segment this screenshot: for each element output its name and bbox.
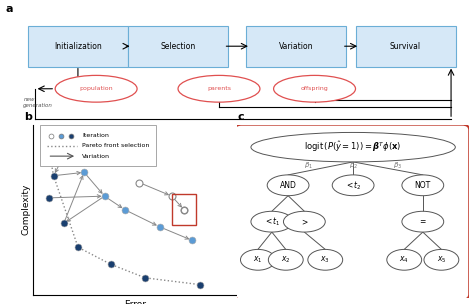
X-axis label: Error: Error: [124, 300, 146, 304]
Ellipse shape: [251, 133, 456, 162]
Text: c: c: [237, 112, 244, 122]
Text: Survival: Survival: [390, 42, 421, 51]
Ellipse shape: [267, 175, 309, 196]
FancyBboxPatch shape: [356, 26, 456, 67]
Ellipse shape: [387, 249, 422, 270]
Text: new
generation: new generation: [23, 97, 53, 108]
Ellipse shape: [402, 175, 444, 196]
Text: a: a: [5, 4, 13, 14]
Text: offspring: offspring: [301, 86, 328, 91]
Y-axis label: Complexity: Complexity: [21, 184, 30, 235]
Text: $x_3$: $x_3$: [320, 254, 330, 265]
Ellipse shape: [424, 249, 459, 270]
Text: $x_2$: $x_2$: [281, 254, 291, 265]
Text: $\mathrm{logit}\,(P(\hat{y}=1)) = \boldsymbol{\beta}^T\phi(\mathbf{x})$: $\mathrm{logit}\,(P(\hat{y}=1)) = \bolds…: [304, 140, 402, 154]
Text: >: >: [301, 217, 308, 226]
Text: Iteration: Iteration: [82, 133, 109, 138]
FancyBboxPatch shape: [40, 126, 156, 166]
Text: Pareto front selection: Pareto front selection: [82, 143, 149, 148]
Text: $x_5$: $x_5$: [437, 254, 446, 265]
Ellipse shape: [178, 75, 260, 102]
Ellipse shape: [332, 175, 374, 196]
Text: b: b: [24, 112, 32, 122]
Text: =: =: [419, 217, 426, 226]
FancyBboxPatch shape: [235, 125, 469, 300]
Ellipse shape: [402, 211, 444, 232]
Text: Variation: Variation: [82, 154, 110, 159]
Ellipse shape: [273, 75, 356, 102]
Ellipse shape: [55, 75, 137, 102]
Text: NOT: NOT: [415, 181, 431, 190]
Text: $<\!t_1$: $<\!t_1$: [264, 216, 280, 228]
FancyBboxPatch shape: [246, 26, 346, 67]
Text: $\beta_1$: $\beta_1$: [304, 161, 314, 171]
FancyBboxPatch shape: [28, 26, 128, 67]
Text: $<\!t_2$: $<\!t_2$: [345, 179, 361, 192]
Text: parents: parents: [207, 86, 231, 91]
Text: population: population: [79, 86, 113, 91]
Text: $\beta_3$: $\beta_3$: [392, 161, 402, 171]
FancyBboxPatch shape: [128, 26, 228, 67]
Text: $x_4$: $x_4$: [399, 254, 409, 265]
Text: Variation: Variation: [279, 42, 314, 51]
Text: Initialization: Initialization: [54, 42, 102, 51]
Text: $\beta_2$: $\beta_2$: [348, 161, 358, 171]
Ellipse shape: [308, 249, 343, 270]
Ellipse shape: [268, 249, 303, 270]
Ellipse shape: [283, 211, 325, 232]
Text: $x_1$: $x_1$: [253, 254, 263, 265]
Text: AND: AND: [280, 181, 297, 190]
Text: Selection: Selection: [160, 42, 196, 51]
Ellipse shape: [251, 211, 293, 232]
Ellipse shape: [240, 249, 275, 270]
